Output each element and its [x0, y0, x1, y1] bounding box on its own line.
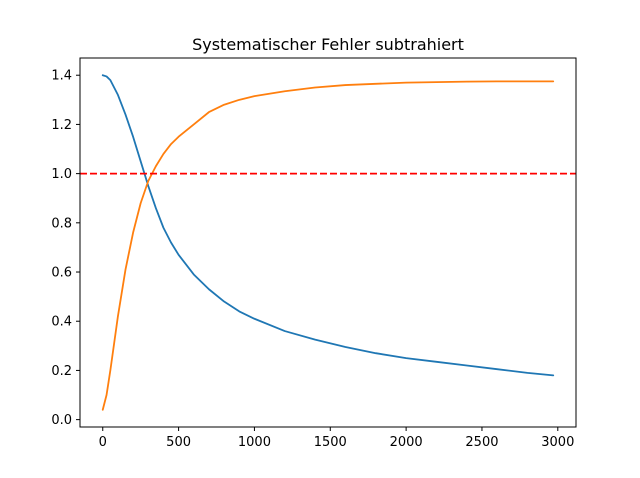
x-tick-label-5: 2500	[465, 435, 498, 450]
chart-title: Systematischer Fehler subtrahiert	[192, 35, 464, 54]
series-line-0	[101, 74, 555, 377]
x-tick-label-1: 500	[166, 435, 191, 450]
x-tick-label-0: 0	[99, 435, 107, 450]
x-tick-label-6: 3000	[541, 435, 574, 450]
x-tick-label-4: 2000	[390, 435, 423, 450]
y-tick-label-2: 0.4	[51, 315, 72, 330]
x-tick-label-3: 1500	[314, 435, 347, 450]
y-tick-label-5: 1.0	[51, 167, 72, 182]
y-tick-label-6: 1.2	[51, 118, 72, 133]
y-tick-label-7: 1.4	[51, 69, 72, 84]
series-line-1	[101, 80, 555, 411]
axes-frame	[79, 57, 577, 428]
plot-area: 0 500 1000 1500 2000 2500 3000 0.0 0.2 0.4 0.6 0.8 1…	[51, 69, 576, 450]
y-tick-label-1: 0.2	[51, 364, 72, 379]
y-tick-label-3: 0.6	[51, 266, 72, 281]
y-tick-label-0: 0.0	[51, 413, 72, 428]
x-tick-label-2: 1000	[238, 435, 271, 450]
y-tick-label-4: 0.8	[51, 216, 72, 231]
